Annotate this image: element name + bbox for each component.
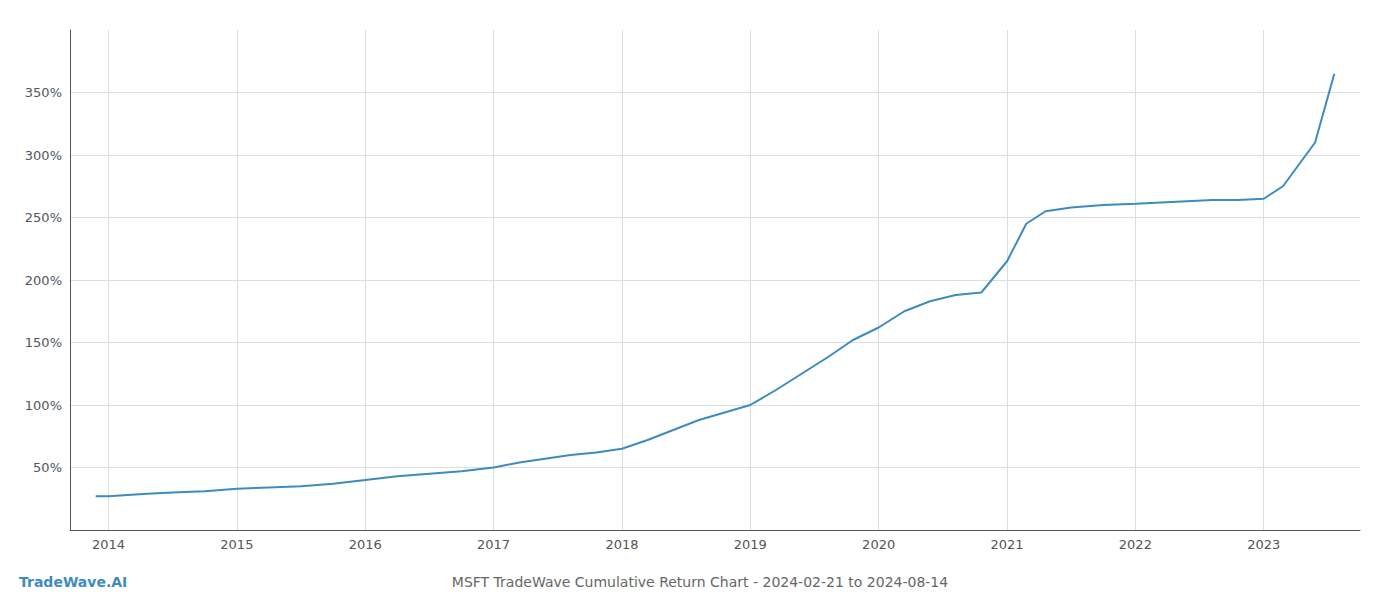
svg-text:2018: 2018 (605, 537, 638, 552)
svg-text:2019: 2019 (734, 537, 767, 552)
svg-text:TradeWave.AI: TradeWave.AI (19, 574, 127, 590)
svg-text:2020: 2020 (862, 537, 895, 552)
svg-text:250%: 250% (25, 210, 62, 225)
svg-text:2014: 2014 (92, 537, 125, 552)
svg-text:300%: 300% (25, 148, 62, 163)
svg-text:2017: 2017 (477, 537, 510, 552)
svg-text:2015: 2015 (220, 537, 253, 552)
svg-text:100%: 100% (25, 398, 62, 413)
svg-text:350%: 350% (25, 85, 62, 100)
svg-text:2016: 2016 (349, 537, 382, 552)
svg-text:2021: 2021 (990, 537, 1023, 552)
svg-text:2022: 2022 (1119, 537, 1152, 552)
svg-text:2023: 2023 (1247, 537, 1280, 552)
svg-text:MSFT TradeWave Cumulative Retu: MSFT TradeWave Cumulative Return Chart -… (452, 574, 948, 590)
svg-text:50%: 50% (33, 460, 62, 475)
svg-text:150%: 150% (25, 335, 62, 350)
svg-text:200%: 200% (25, 273, 62, 288)
